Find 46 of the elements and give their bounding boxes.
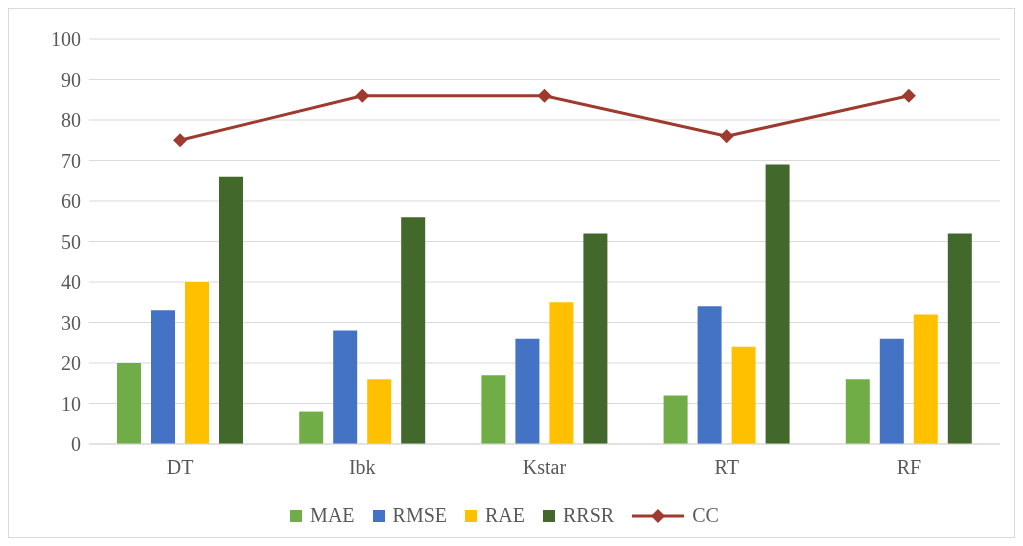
- bar: [879, 338, 904, 444]
- point: [355, 88, 370, 103]
- bar: [731, 346, 756, 444]
- y-tick-label: 20: [61, 352, 81, 375]
- bar: [663, 395, 688, 444]
- y-tick-label: 100: [51, 28, 81, 51]
- bar: [913, 314, 938, 444]
- point: [537, 88, 552, 103]
- bar: [367, 379, 392, 444]
- y-tick-label: 30: [61, 311, 81, 334]
- legend-label: RRSR: [563, 504, 615, 527]
- bar: [845, 379, 870, 444]
- point: [173, 133, 188, 148]
- bar: [333, 330, 358, 444]
- y-tick-label: 80: [61, 109, 81, 132]
- y-tick-label: 40: [61, 271, 81, 294]
- y-tick-label: 60: [61, 190, 81, 213]
- x-tick-label: RT: [714, 456, 739, 479]
- legend-label: RAE: [485, 504, 526, 527]
- bar: [185, 282, 209, 444]
- bar: [765, 164, 790, 444]
- point: [719, 129, 734, 144]
- bar: [117, 363, 141, 444]
- y-tick-label: 10: [61, 392, 81, 415]
- bar: [947, 233, 972, 444]
- x-tick-label: Kstar: [522, 456, 567, 479]
- bar: [401, 217, 426, 444]
- bar: [549, 302, 574, 444]
- point: [901, 88, 916, 103]
- y-tick-label: 50: [61, 230, 81, 253]
- x-tick-label: Ibk: [348, 456, 376, 479]
- y-tick-label: 70: [61, 149, 81, 172]
- legend-label: CC: [692, 504, 719, 527]
- bar: [481, 375, 506, 444]
- bar: [299, 411, 324, 444]
- y-tick-label: 90: [61, 68, 81, 91]
- legend-label: MAE: [310, 504, 355, 527]
- x-tick-label: DT: [166, 456, 194, 479]
- bar: [219, 176, 243, 444]
- legend-label: RMSE: [392, 504, 448, 527]
- bar: [151, 310, 175, 444]
- bar: [697, 306, 722, 444]
- bar: [583, 233, 608, 444]
- x-tick-label: RF: [896, 456, 922, 479]
- bar: [515, 338, 540, 444]
- y-tick-label: 0: [71, 433, 81, 456]
